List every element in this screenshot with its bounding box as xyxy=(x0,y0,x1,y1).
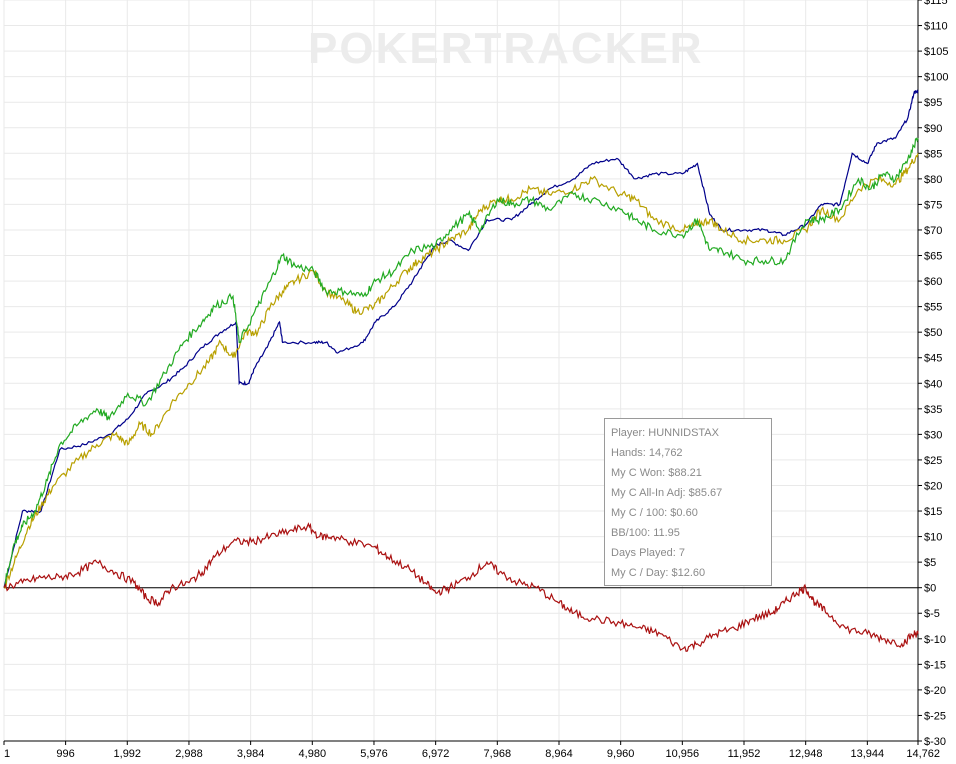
x-tick-label: 13,944 xyxy=(851,748,885,760)
y-tick-label: $10 xyxy=(924,532,942,544)
y-tick-label: $-5 xyxy=(924,608,940,620)
chart-axes xyxy=(3,0,922,745)
series-line-1 xyxy=(3,153,919,589)
y-tick-label: $60 xyxy=(924,276,942,288)
y-tick-label: $115 xyxy=(924,0,948,7)
x-tick-label: 1,992 xyxy=(114,748,142,760)
y-tick-label: $90 xyxy=(924,123,942,135)
y-tick-label: $55 xyxy=(924,302,942,314)
x-tick-label: 3,984 xyxy=(237,748,265,760)
chart-tick-labels: $-30 $-25 $-20 $-15 $-10 $-5 $0 $5 $10 $15 $20 $25 $… xyxy=(4,0,948,760)
x-tick-label: 14,762 xyxy=(906,748,940,760)
x-tick-label: 11,952 xyxy=(728,748,761,760)
y-tick-label: $75 xyxy=(924,199,942,211)
pokertracker-watermark: POKERTRACKER xyxy=(308,24,704,73)
x-tick-label: 4,980 xyxy=(299,748,327,760)
x-tick-label: 996 xyxy=(56,748,74,760)
y-tick-label: $70 xyxy=(924,225,942,237)
y-tick-label: $85 xyxy=(924,148,942,160)
y-tick-label: $30 xyxy=(924,429,942,441)
x-tick-label: 1 xyxy=(4,748,10,760)
y-tick-label: $-15 xyxy=(924,659,946,671)
y-tick-label: $0 xyxy=(924,583,936,595)
tooltip-hands: Hands: 14,762 xyxy=(611,447,683,459)
tooltip-perday: My C / Day: $12.60 xyxy=(611,567,706,579)
y-tick-label: $95 xyxy=(924,97,942,109)
chart-grid xyxy=(3,0,919,742)
tooltip-player: Player: HUNNIDSTAX xyxy=(611,427,719,439)
stats-tooltip: Player: HUNNIDSTAX Hands: 14,762 My C Wo… xyxy=(604,418,772,586)
y-tick-label: $25 xyxy=(924,455,942,467)
y-tick-label: $15 xyxy=(924,506,942,518)
y-tick-label: $40 xyxy=(924,378,942,390)
y-tick-label: $110 xyxy=(924,21,948,33)
series-line-0 xyxy=(3,89,919,588)
y-tick-label: $-10 xyxy=(924,634,946,646)
y-tick-label: $105 xyxy=(924,46,948,58)
y-tick-label: $5 xyxy=(924,557,936,569)
x-tick-label: 8,964 xyxy=(545,748,573,760)
y-tick-label: $45 xyxy=(924,353,942,365)
y-tick-label: $-20 xyxy=(924,685,946,697)
y-tick-label: $80 xyxy=(924,174,942,186)
x-tick-label: 5,976 xyxy=(360,748,388,760)
tooltip-days: Days Played: 7 xyxy=(611,547,685,559)
x-tick-label: 6,972 xyxy=(422,748,450,760)
tooltip-won: My C Won: $88.21 xyxy=(611,467,702,479)
tooltip-bb100: BB/100: 11.95 xyxy=(611,527,680,539)
x-tick-label: 9,960 xyxy=(607,748,635,760)
x-tick-label: 2,988 xyxy=(175,748,203,760)
x-tick-label: 12,948 xyxy=(789,748,823,760)
tooltip-allin: My C All-In Adj: $85.67 xyxy=(611,487,723,499)
y-tick-label: $35 xyxy=(924,404,942,416)
y-tick-label: $50 xyxy=(924,327,942,339)
x-tick-label: 7,968 xyxy=(484,748,512,760)
tooltip-per100: My C / 100: $0.60 xyxy=(611,507,698,519)
x-tick-label: 10,956 xyxy=(666,748,700,760)
y-tick-label: $-25 xyxy=(924,710,946,722)
series-line-2 xyxy=(3,137,919,588)
y-tick-label: $65 xyxy=(924,251,942,263)
y-tick-label: $20 xyxy=(924,480,942,492)
chart-series xyxy=(3,89,919,653)
series-line-3 xyxy=(3,522,919,653)
y-tick-label: $100 xyxy=(924,72,948,84)
y-tick-label: $-30 xyxy=(924,736,946,748)
